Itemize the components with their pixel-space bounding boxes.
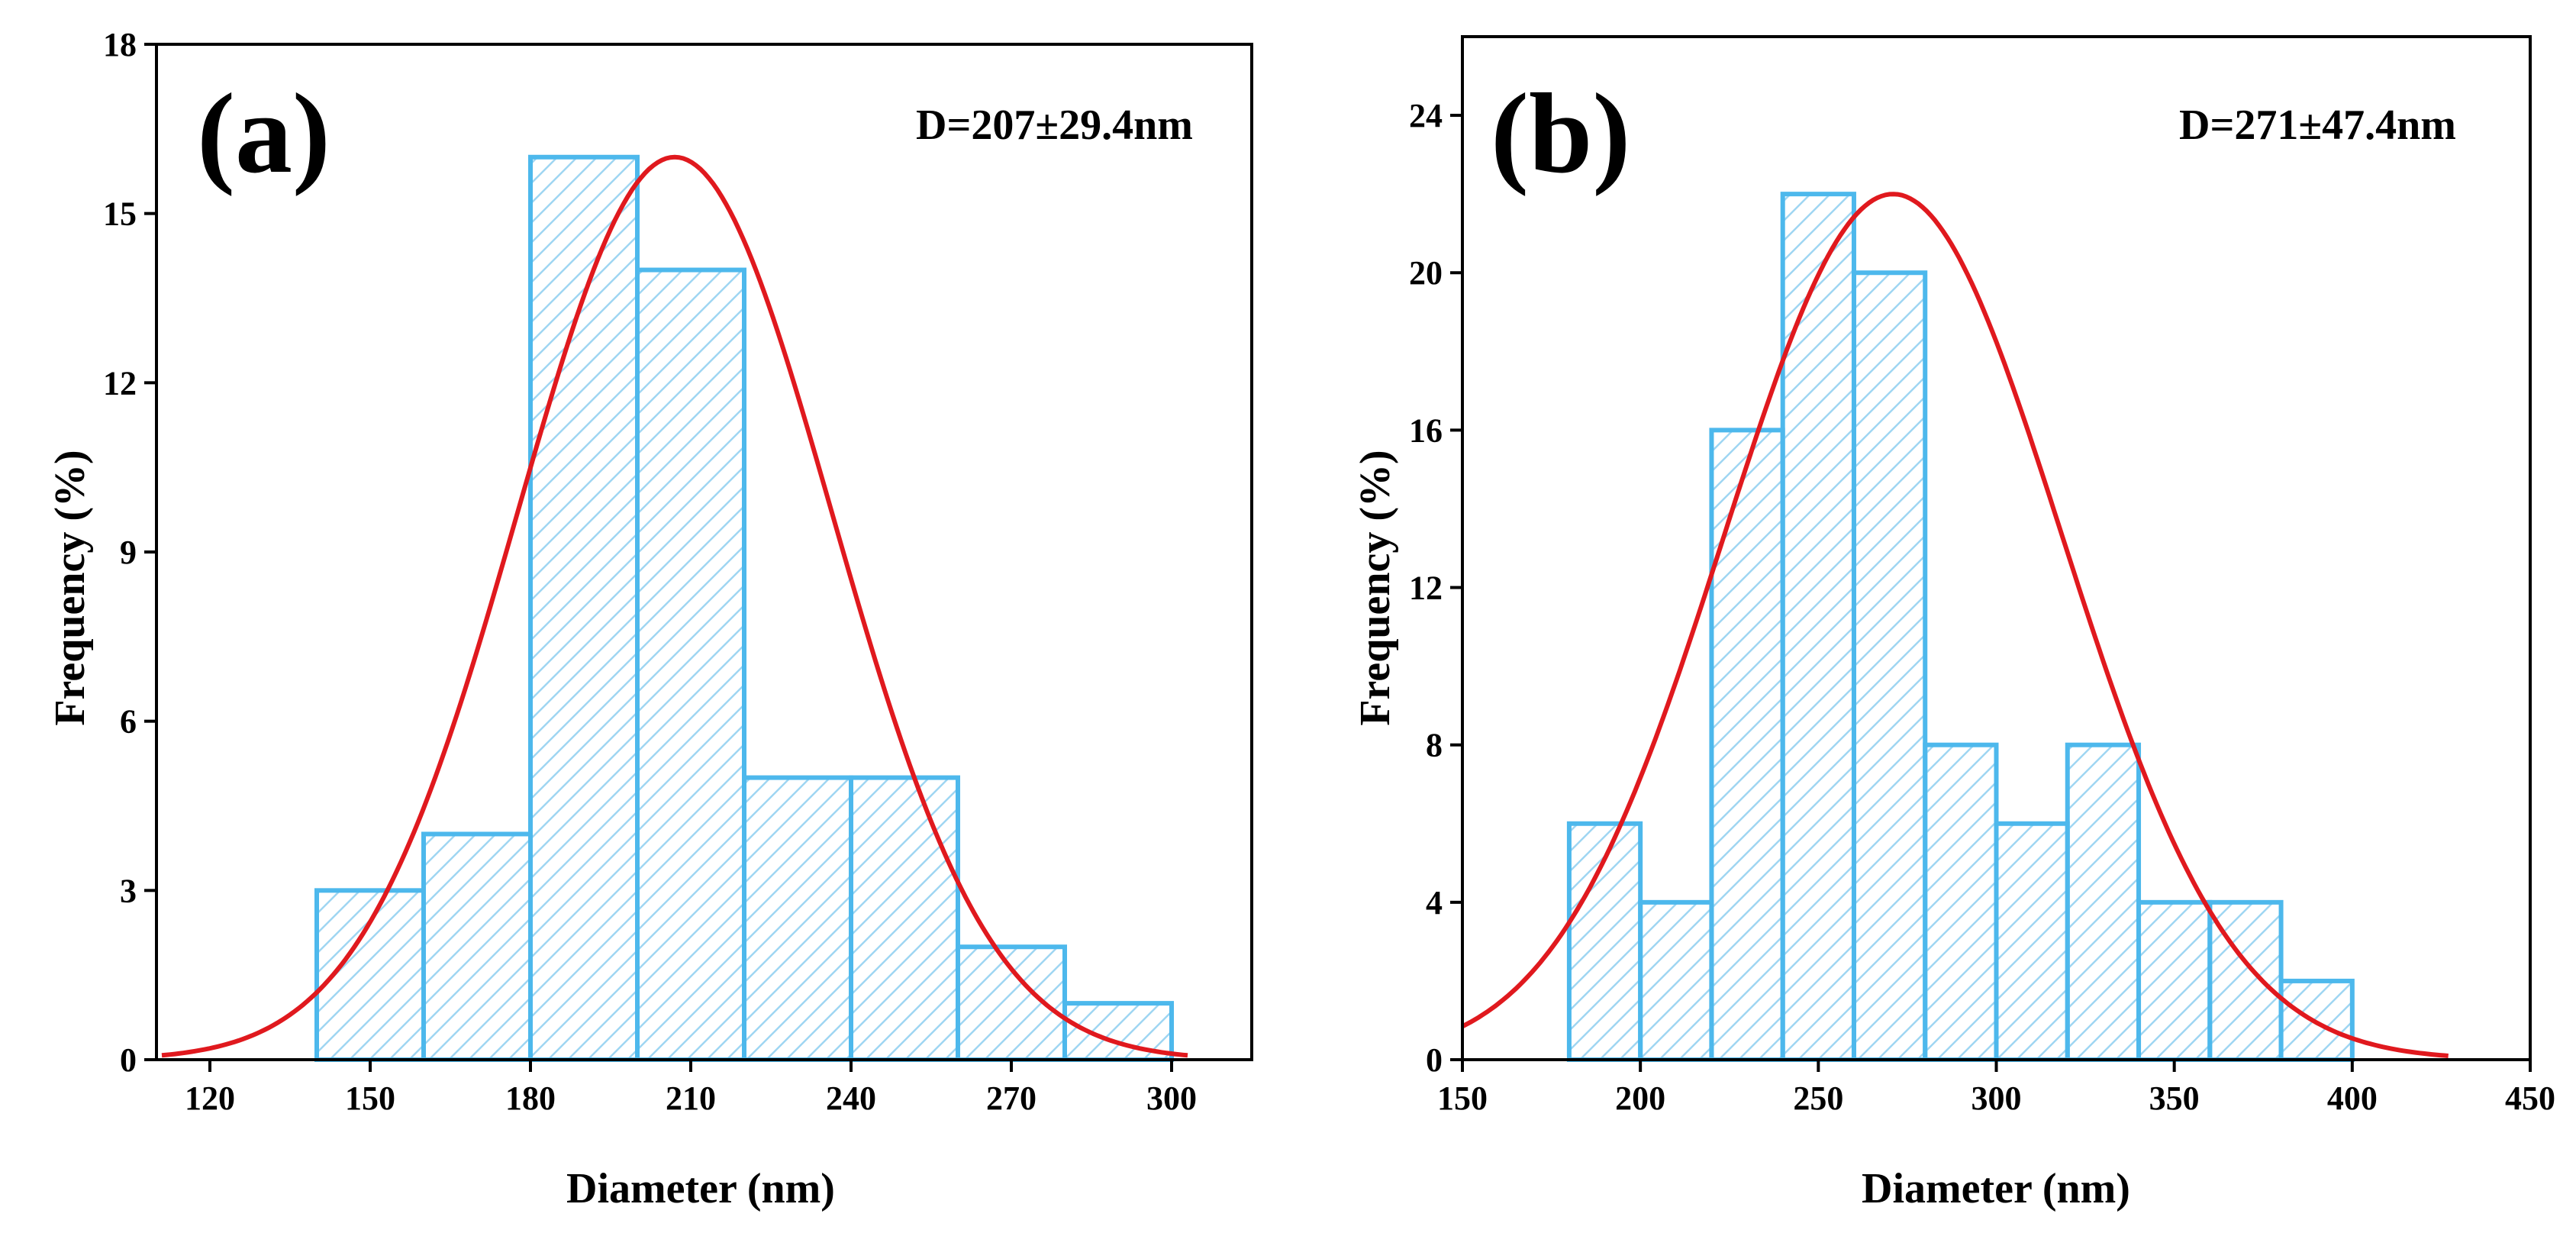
panel-a: 120 150 180 210 240 270 300 0 3 6 9 12 15 18 (a) D=2…	[47, 26, 1253, 1212]
panel-b-x-tick-labels: 150 200 250 300 350 400 450	[1437, 1080, 2555, 1117]
histogram-bar	[421, 831, 533, 1062]
histogram-bar	[1780, 192, 1856, 1063]
y-tick-label: 8	[1426, 727, 1443, 764]
x-tick-label: 300	[1971, 1080, 2022, 1117]
panel-b-y-tick-labels: 0 4 8 12 16 20 24	[1409, 97, 1443, 1079]
histogram-bar	[849, 775, 960, 1062]
panel-b: 150 200 250 300 350 400 450 0 4 8 12 16 20 24 (b) D=…	[1352, 35, 2555, 1212]
panel-b-x-axis-title: Diameter (nm)	[1862, 1165, 2130, 1212]
panel-a-y-axis-title: Frequency (%)	[47, 450, 94, 725]
x-tick-label: 240	[826, 1080, 876, 1117]
histogram-bar	[2136, 899, 2213, 1063]
y-tick-label: 3	[120, 872, 137, 909]
y-tick-label: 0	[1426, 1041, 1443, 1079]
x-tick-label: 450	[2505, 1080, 2555, 1117]
y-tick-label: 4	[1426, 884, 1443, 922]
histogram-bar	[1994, 821, 2070, 1063]
x-tick-label: 120	[185, 1080, 235, 1117]
histogram-bar	[2065, 742, 2142, 1062]
panel-a-x-axis-title: Diameter (nm)	[566, 1165, 835, 1212]
histogram-bar	[528, 154, 640, 1062]
y-tick-label: 18	[103, 26, 137, 63]
panel-b-y-axis-title: Frequency (%)	[1352, 450, 1399, 725]
x-tick-label: 270	[986, 1080, 1037, 1117]
y-tick-label: 6	[120, 703, 137, 741]
panel-a-bars	[314, 154, 1174, 1063]
y-tick-label: 24	[1409, 97, 1443, 134]
panel-a-letter: (a)	[197, 70, 330, 197]
x-tick-label: 180	[505, 1080, 556, 1117]
panel-a-y-tick-labels: 0 3 6 9 12 15 18	[103, 26, 137, 1079]
panel-b-annotation: D=271±47.4nm	[2179, 102, 2456, 149]
histogram-bar	[1923, 742, 1999, 1062]
panel-a-gaussian-fit	[161, 154, 1188, 1058]
panel-a-annotation: D=207±29.4nm	[916, 102, 1193, 149]
y-tick-label: 0	[120, 1041, 137, 1079]
histogram-bar	[635, 267, 746, 1062]
x-tick-label: 300	[1146, 1080, 1197, 1117]
x-tick-label: 210	[666, 1080, 716, 1117]
y-tick-label: 12	[1409, 570, 1443, 607]
histogram-bar	[956, 944, 1067, 1062]
y-tick-label: 12	[103, 364, 137, 402]
panel-a-axes	[144, 43, 1253, 1072]
y-tick-label: 20	[1409, 254, 1443, 292]
panel-b-axes	[1450, 35, 2532, 1072]
x-tick-label: 150	[1437, 1080, 1488, 1117]
x-tick-label: 150	[345, 1080, 395, 1117]
histogram-bar	[742, 775, 853, 1062]
histogram-bar	[1851, 270, 1928, 1063]
x-tick-label: 250	[1793, 1080, 1843, 1117]
histogram-bar	[1638, 899, 1714, 1063]
x-tick-label: 350	[2149, 1080, 2200, 1117]
x-tick-label: 400	[2327, 1080, 2378, 1117]
panel-b-letter: (b)	[1491, 70, 1630, 197]
panel-b-gaussian-fit	[1461, 192, 2449, 1058]
y-tick-label: 15	[103, 195, 137, 233]
x-tick-label: 200	[1615, 1080, 1665, 1117]
histogram-bar	[1709, 428, 1785, 1062]
panel-b-bars	[1566, 192, 2355, 1063]
y-tick-label: 16	[1409, 412, 1443, 449]
y-tick-label: 9	[120, 534, 137, 571]
panel-a-x-tick-labels: 120 150 180 210 240 270 300	[185, 1080, 1197, 1117]
